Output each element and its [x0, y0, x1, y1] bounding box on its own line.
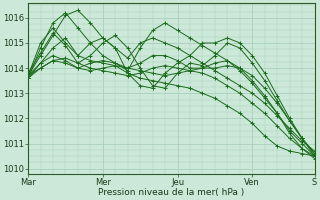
- X-axis label: Pression niveau de la mer( hPa ): Pression niveau de la mer( hPa ): [98, 188, 244, 197]
